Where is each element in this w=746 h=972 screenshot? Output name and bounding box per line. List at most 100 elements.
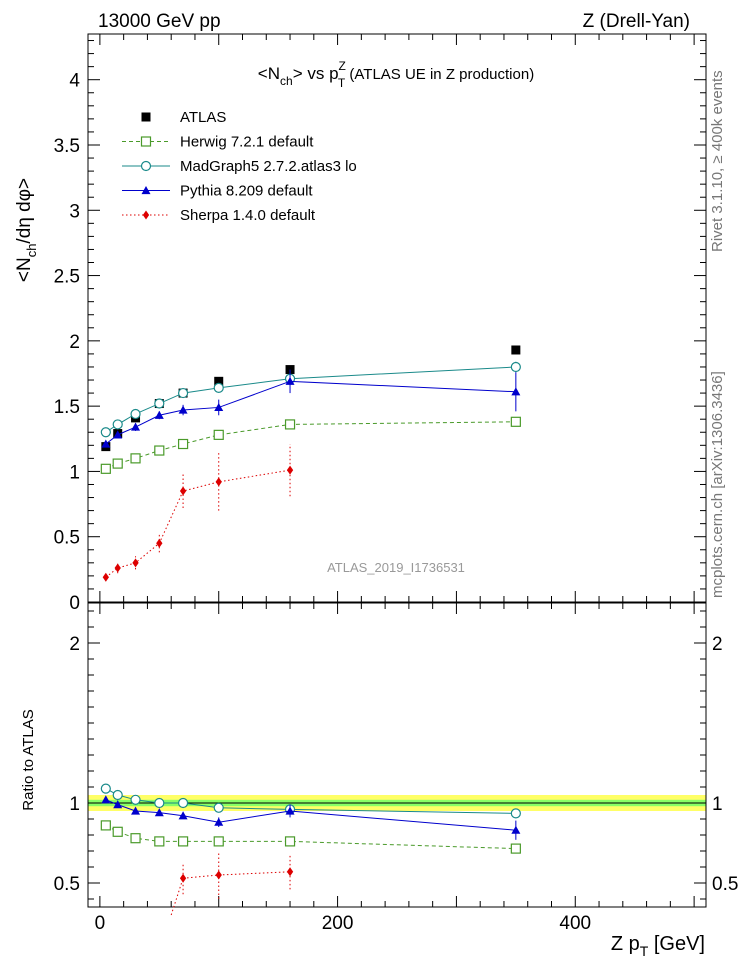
madgraph-line xyxy=(105,366,516,433)
pythia-ratio-point xyxy=(511,825,521,834)
pythia-point xyxy=(154,410,164,419)
madgraph-point xyxy=(130,408,141,420)
x-axis-title: Z pT [GeV] xyxy=(611,933,705,959)
pythia-point xyxy=(285,376,295,385)
ratio-series-pythia xyxy=(101,795,521,840)
madgraph-ratio-point xyxy=(177,797,189,809)
x-tick-label: 0 xyxy=(95,913,106,934)
pythia-point xyxy=(101,439,111,448)
header-right: Z (Drell-Yan) xyxy=(583,11,690,32)
main-panel: 0 0.5 1 1.5 2 2.5 3 3.5 4 xyxy=(54,33,707,614)
pythia-ratio-point xyxy=(113,800,123,809)
legend-entry-madgraph: MadGraph5 2.7.2.atlas3 lo xyxy=(122,158,357,175)
legend-entry-atlas: ATLAS xyxy=(141,109,226,126)
pythia-ratio-point xyxy=(101,795,111,804)
sherpa-point xyxy=(286,465,294,475)
herwig-point xyxy=(284,419,296,430)
herwig-ratio-point xyxy=(112,826,123,837)
legend-entry-pythia: Pythia 8.209 default xyxy=(122,183,313,200)
pythia-point xyxy=(511,387,521,396)
legend-marker-madgraph xyxy=(140,160,152,172)
herwig-ratio-point xyxy=(177,836,189,847)
x-tick-label: 200 xyxy=(322,913,354,934)
ratio-panel: 0.5 0.5 1 1 2 2 0 200 400 xyxy=(54,602,738,934)
series-herwig xyxy=(100,416,521,474)
sherpa-ratio-lead-in xyxy=(170,878,184,916)
pythia-ratio-point xyxy=(285,806,295,815)
ratio-y-tick-label-right: 2 xyxy=(712,634,723,655)
herwig-ratio-point xyxy=(100,820,111,831)
main-y-tick-label: 3 xyxy=(69,201,80,222)
pythia-ratio-point xyxy=(178,811,188,820)
herwig-point xyxy=(177,438,189,450)
madgraph-ratio-point xyxy=(213,802,224,813)
madgraph-point xyxy=(177,387,189,399)
series-madgraph xyxy=(100,361,521,438)
atlas-point xyxy=(511,345,521,355)
legend-marker-sherpa xyxy=(142,210,150,220)
ratio-frame xyxy=(87,602,707,908)
madgraph-point xyxy=(213,382,224,393)
sherpa-ratio-line xyxy=(183,871,291,879)
legend-marker-herwig xyxy=(140,136,152,147)
legend-marker-pythia xyxy=(141,186,151,195)
sherpa-point xyxy=(156,538,163,548)
madgraph-point xyxy=(100,427,111,438)
madgraph-ratio-point xyxy=(510,808,521,819)
ratio-series-sherpa xyxy=(170,851,294,916)
rivet-label: Rivet 3.1.10, ≥ 400k events xyxy=(709,70,726,252)
herwig-line xyxy=(105,421,516,470)
pythia-ratio-point xyxy=(214,817,224,826)
legend-label-sherpa: Sherpa 1.4.0 default xyxy=(180,207,316,224)
main-y-tick-label: 0.5 xyxy=(54,528,80,549)
main-ylabel: <Nch/dη dφ> xyxy=(14,178,39,282)
herwig-point xyxy=(100,463,111,474)
legend-entry-herwig: Herwig 7.2.1 default xyxy=(122,134,314,151)
herwig-ratio-point xyxy=(284,836,296,847)
madgraph-ratio-point xyxy=(154,797,165,809)
sherpa-point xyxy=(114,563,121,573)
sherpa-point xyxy=(179,486,187,496)
pythia-ratio-point xyxy=(154,808,164,817)
main-y-tick-label: 4 xyxy=(69,71,80,92)
ratio-ylabel: Ratio to ATLAS xyxy=(20,709,37,810)
ratio-y-tick-label: 2 xyxy=(69,634,80,655)
main-y-tick-label: 2.5 xyxy=(54,267,80,288)
pythia-point xyxy=(214,402,224,412)
legend-label-pythia: Pythia 8.209 default xyxy=(180,183,313,200)
herwig-point xyxy=(213,429,224,440)
main-y-tick-label: 3.5 xyxy=(54,136,80,157)
atlas-point xyxy=(214,376,224,386)
ratio-y-tick-label: 0.5 xyxy=(54,874,80,895)
pythia-point xyxy=(178,405,188,414)
sherpa-point xyxy=(102,572,109,582)
herwig-point xyxy=(130,453,141,464)
sherpa-ratio-point xyxy=(215,870,222,880)
ratio-y-tick-label: 1 xyxy=(69,794,80,815)
sherpa-ratio-point xyxy=(286,867,294,877)
herwig-point xyxy=(112,458,123,469)
pythia-point xyxy=(131,422,141,431)
madgraph-ratio-point xyxy=(100,783,111,794)
main-frame xyxy=(87,33,707,603)
main-y-tick-label: 2 xyxy=(69,332,80,353)
herwig-ratio-point xyxy=(130,833,141,844)
series-pythia xyxy=(101,369,521,448)
madgraph-ratio-point xyxy=(130,794,141,805)
mcplots-label: mcplots.cern.ch [arXiv:1306.3436] xyxy=(709,371,726,598)
pythia-line xyxy=(105,380,516,445)
header-left: 13000 GeV pp xyxy=(98,11,221,32)
ratio-series-herwig xyxy=(100,820,521,854)
madgraph-point xyxy=(510,361,521,373)
sherpa-point xyxy=(132,558,139,568)
ratio-y-tick-label-right: 1 xyxy=(712,794,723,815)
legend: ATLAS Herwig 7.2.1 default MadGraph5 2.7.2… xyxy=(122,109,357,224)
series-sherpa xyxy=(102,444,294,582)
herwig-point xyxy=(510,416,521,427)
pythia-point xyxy=(113,430,123,439)
analysis-watermark: ATLAS_2019_I1736531 xyxy=(327,560,465,575)
herwig-point xyxy=(154,445,165,456)
herwig-ratio-point xyxy=(510,843,521,854)
sherpa-line xyxy=(105,469,291,578)
legend-label-madgraph: MadGraph5 2.7.2.atlas3 lo xyxy=(180,158,357,175)
